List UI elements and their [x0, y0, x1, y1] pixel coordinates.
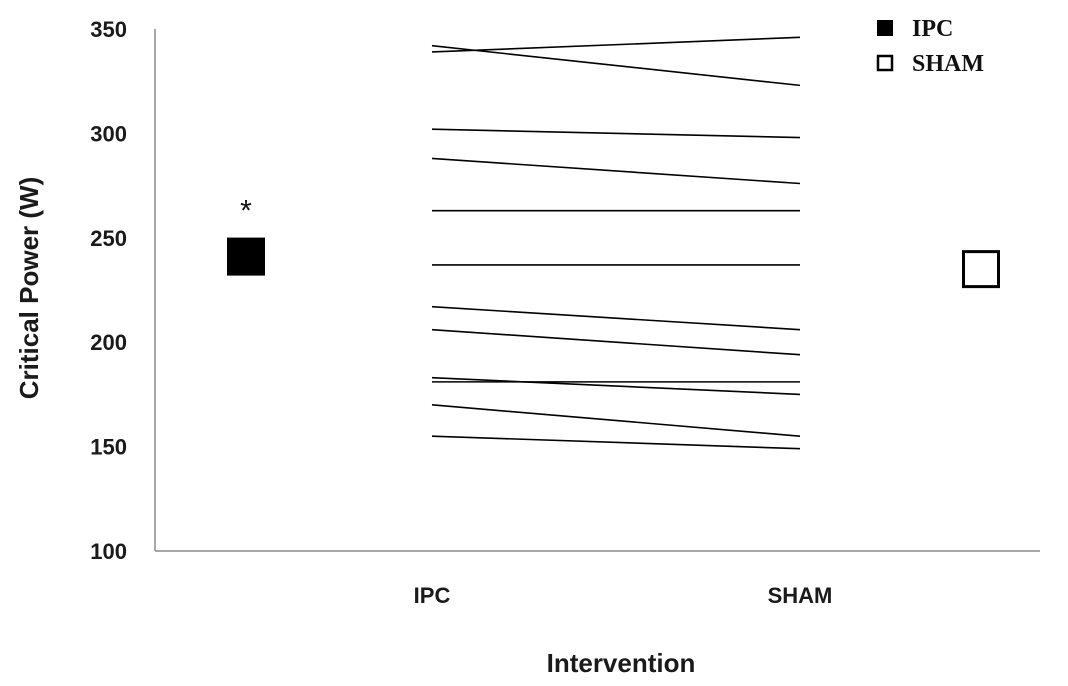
y-tick-label: 100	[90, 539, 127, 564]
y-axis-title: Critical Power (W)	[14, 177, 44, 399]
x-tick-label: SHAM	[768, 583, 833, 608]
y-tick-label: 250	[90, 226, 127, 251]
legend-label: IPC	[912, 16, 953, 42]
group-means: *	[227, 195, 1000, 289]
significance-asterisk: *	[240, 195, 252, 228]
participant-line	[431, 328, 801, 356]
legend-ipc-swatch	[877, 20, 893, 36]
ipc-mean-marker	[227, 237, 265, 276]
legend-sham-swatch	[876, 54, 894, 72]
y-tick-label: 200	[90, 330, 127, 355]
y-tick-label: 150	[90, 435, 127, 460]
participant-line	[431, 36, 801, 53]
legend: IPC SHAM	[876, 16, 984, 77]
x-axis-ticks: IPC SHAM	[414, 583, 833, 608]
participant-line	[431, 44, 801, 87]
y-tick-label: 300	[90, 121, 127, 146]
participant-line	[431, 435, 801, 450]
x-tick-label: IPC	[414, 583, 451, 608]
sham-mean-marker	[962, 250, 1000, 289]
individual-lines	[431, 36, 801, 450]
participant-line	[431, 128, 801, 139]
y-tick-label: 350	[90, 17, 127, 42]
participant-line	[431, 305, 801, 331]
x-axis-title: Intervention	[547, 648, 696, 678]
participant-line	[431, 404, 801, 437]
y-axis-ticks: 100 150 200 250 300 350	[90, 17, 127, 564]
legend-label: SHAM	[912, 51, 984, 77]
participant-line	[431, 157, 801, 185]
participant-line	[431, 376, 801, 396]
